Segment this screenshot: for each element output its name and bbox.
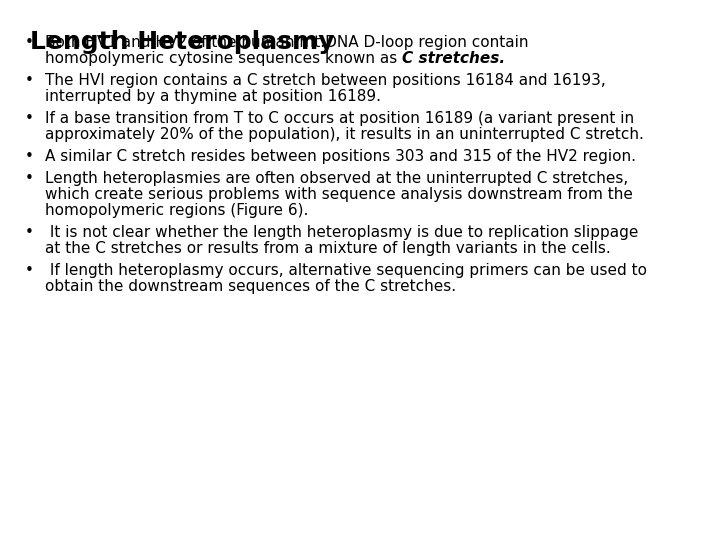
Text: approximately 20% of the population), it results in an uninterrupted C stretch.: approximately 20% of the population), it… bbox=[45, 127, 644, 142]
Text: homopolymeric regions (Figure 6).: homopolymeric regions (Figure 6). bbox=[45, 203, 308, 218]
Text: •: • bbox=[25, 35, 34, 50]
Text: C stretches.: C stretches. bbox=[402, 51, 505, 66]
Text: The HVI region contains a C stretch between positions 16184 and 16193,: The HVI region contains a C stretch betw… bbox=[45, 73, 606, 88]
Text: A similar C stretch resides between positions 303 and 315 of the HV2 region.: A similar C stretch resides between posi… bbox=[45, 149, 636, 164]
Text: •: • bbox=[25, 171, 34, 186]
Text: which create serious problems with sequence analysis downstream from the: which create serious problems with seque… bbox=[45, 187, 633, 202]
Text: •: • bbox=[25, 149, 34, 164]
Text: Length Heteroplasmy: Length Heteroplasmy bbox=[30, 30, 335, 54]
Text: at the C stretches or results from a mixture of length variants in the cells.: at the C stretches or results from a mix… bbox=[45, 241, 611, 256]
Text: If a base transition from T to C occurs at position 16189 (a variant present in: If a base transition from T to C occurs … bbox=[45, 111, 634, 126]
Text: It is not clear whether the length heteroplasmy is due to replication slippage: It is not clear whether the length heter… bbox=[45, 225, 639, 240]
Text: If length heteroplasmy occurs, alternative sequencing primers can be used to: If length heteroplasmy occurs, alternati… bbox=[45, 263, 647, 278]
Text: Length heteroplasmies are often observed at the uninterrupted C stretches,: Length heteroplasmies are often observed… bbox=[45, 171, 629, 186]
Text: Both HV1 and HV2 of the human mt.DNA D-loop region contain: Both HV1 and HV2 of the human mt.DNA D-l… bbox=[45, 35, 528, 50]
Text: •: • bbox=[25, 225, 34, 240]
Text: interrupted by a thymine at position 16189.: interrupted by a thymine at position 161… bbox=[45, 89, 381, 104]
Text: homopolymeric cytosine sequences known as: homopolymeric cytosine sequences known a… bbox=[45, 51, 402, 66]
Text: •: • bbox=[25, 111, 34, 126]
Text: •: • bbox=[25, 263, 34, 278]
Text: obtain the downstream sequences of the C stretches.: obtain the downstream sequences of the C… bbox=[45, 279, 456, 294]
Text: •: • bbox=[25, 73, 34, 88]
